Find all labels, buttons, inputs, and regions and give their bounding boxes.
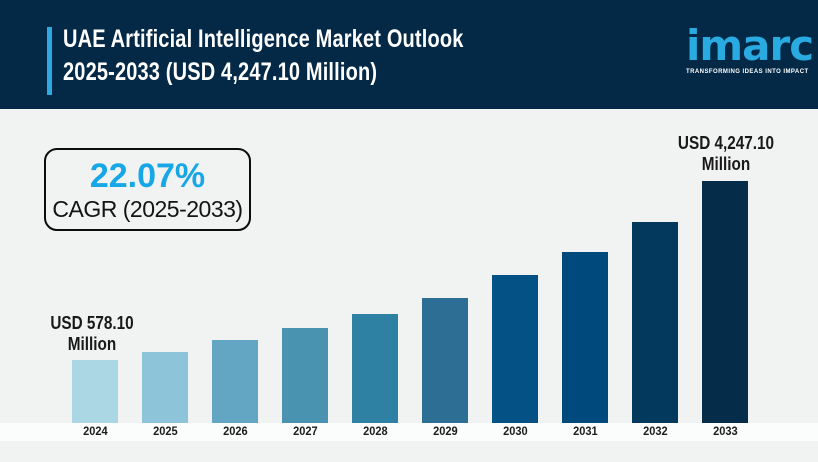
bar-2030	[492, 275, 538, 423]
bar-2032	[632, 222, 678, 423]
bar-2025	[142, 352, 188, 423]
cagr-value: 22.07%	[89, 156, 206, 195]
bar-group-2026: 2026	[212, 340, 258, 441]
bar-2033	[702, 181, 748, 423]
cagr-callout-box: 22.07% CAGR (2025-2033)	[44, 148, 251, 231]
bar-group-2028: 2028	[352, 314, 398, 441]
data-label-2024: USD 578.10 Million	[34, 313, 150, 355]
bar-group-2030: 2030	[492, 275, 538, 441]
cagr-label: CAGR (2025-2033)	[52, 195, 243, 222]
bar-2031	[562, 252, 608, 423]
x-axis-strip	[0, 423, 818, 441]
bar-group-2032: 2032	[632, 222, 678, 441]
x-axis-label-2030: 2030	[502, 424, 528, 438]
bar-group-2031: 2031	[562, 252, 608, 441]
data-label-2033-line1: USD 4,247.10	[677, 133, 775, 153]
x-axis-label-2028: 2028	[362, 424, 388, 438]
imarc-logo: imarc TRANSFORMING IDEAS INTO IMPACT	[686, 21, 814, 76]
x-axis-label-2027: 2027	[292, 424, 318, 438]
x-axis-label-2024: 2024	[82, 424, 108, 438]
bar-2027	[282, 328, 328, 423]
title-accent-bar	[47, 27, 52, 95]
bar-chart: 2024 2025 2026 2027 2028 2029 2030 2031 2032 2033	[72, 0, 748, 441]
data-label-2024-line1: USD 578.10	[50, 313, 134, 333]
x-axis-label-2032: 2032	[642, 424, 668, 438]
bar-2024	[72, 360, 118, 423]
bar-2029	[422, 298, 468, 423]
bar-2026	[212, 340, 258, 423]
bar-group-2024: 2024	[72, 360, 118, 441]
imarc-logo-tagline: TRANSFORMING IDEAS INTO IMPACT	[686, 69, 809, 75]
header-banner: UAE Artificial Intelligence Market Outlo…	[0, 0, 818, 109]
x-axis-label-2026: 2026	[222, 424, 248, 438]
bar-group-2033: 2033	[702, 181, 748, 441]
data-label-2033: USD 4,247.10 Million	[661, 133, 790, 175]
x-axis-label-2031: 2031	[572, 424, 598, 438]
x-axis-label-2029: 2029	[432, 424, 458, 438]
data-label-2024-line2: Million	[67, 334, 117, 354]
page-title-line1: UAE Artificial Intelligence Market Outlo…	[63, 25, 464, 53]
x-axis-label-2025: 2025	[152, 424, 178, 438]
bar-group-2027: 2027	[282, 328, 328, 441]
page-title: UAE Artificial Intelligence Market Outlo…	[63, 23, 464, 89]
imarc-logo-wordmark: imarc	[686, 21, 814, 70]
bar-group-2029: 2029	[422, 298, 468, 441]
data-label-2033-line2: Million	[701, 154, 751, 174]
x-axis-label-2033: 2033	[712, 424, 738, 438]
page-title-line2: 2025-2033 (USD 4,247.10 Million)	[63, 58, 378, 86]
bar-group-2025: 2025	[142, 352, 188, 441]
bar-2028	[352, 314, 398, 423]
